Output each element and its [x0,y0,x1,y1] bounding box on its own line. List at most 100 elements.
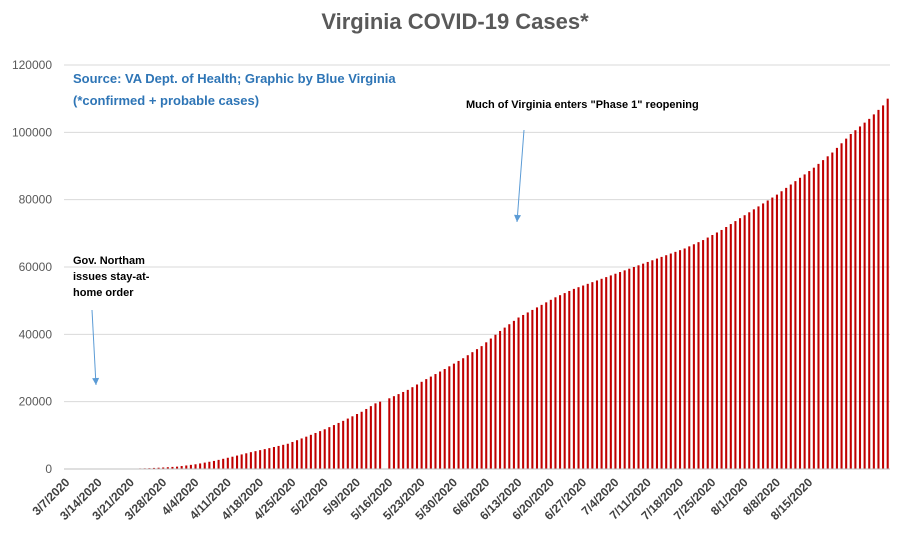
bar [850,134,852,469]
bar [287,444,289,469]
bar [577,287,579,469]
bar [624,270,626,469]
bar [370,406,372,469]
bar [730,224,732,469]
bar [208,462,210,469]
y-tick-label: 40000 [19,327,53,341]
bar [259,450,261,469]
bar [338,423,340,469]
annotation-text: Gov. Northam [73,255,145,267]
bar [227,458,229,469]
bar [388,398,390,469]
annotation-text: home order [73,287,134,299]
bar [305,437,307,469]
bar [199,463,201,469]
bar [453,364,455,469]
bar [845,139,847,469]
bar [194,464,196,469]
bar [744,215,746,469]
bar [278,446,280,469]
bar [628,269,630,469]
bar [582,286,584,469]
bar [314,433,316,469]
bar [679,250,681,469]
annotation-arrow [517,130,524,222]
bar [550,300,552,469]
bar [379,402,381,469]
bar [697,242,699,469]
bar [841,143,843,469]
bar [864,123,866,469]
x-axis: 3/7/20203/14/20203/21/20203/28/20204/4/2… [29,469,890,523]
bar [670,254,672,469]
y-tick-label: 120000 [12,58,52,72]
bar [467,355,469,469]
bar [250,452,252,469]
bar [218,460,220,469]
bar [333,425,335,469]
bar [771,198,773,469]
bar [531,310,533,469]
bar [753,209,755,469]
bar [342,421,344,469]
bars [74,99,888,469]
y-tick-label: 80000 [19,193,53,207]
bar [439,372,441,469]
bar [776,195,778,469]
bar [411,387,413,469]
bar [610,275,612,469]
bar [374,403,376,469]
bar [813,168,815,469]
bar [637,265,639,469]
bar [854,130,856,469]
bar [707,238,709,469]
bar [416,384,418,469]
annotation-text: issues stay-at- [73,271,150,283]
bar [541,305,543,469]
bar [799,178,801,469]
bar [693,244,695,469]
bar [781,191,783,469]
bar [642,264,644,469]
source-line-2: (*confirmed + probable cases) [73,93,259,108]
bar [213,461,215,469]
annotation-arrowhead [92,378,99,385]
bar [268,448,270,469]
bar [517,318,519,470]
bar [702,240,704,469]
bar [716,232,718,469]
bar [785,188,787,469]
bar [407,390,409,469]
bar [458,361,460,469]
bar [836,148,838,469]
bar [241,454,243,469]
bar [804,174,806,469]
bar [873,114,875,469]
bar [536,307,538,469]
bar [185,465,187,469]
bar [817,164,819,469]
bar [665,255,667,469]
annotation-arrowhead [514,215,521,222]
bar [633,267,635,469]
bar [651,260,653,469]
bar [859,126,861,469]
bar [882,105,884,469]
bar [254,451,256,469]
bar [868,119,870,469]
source-line-1: Source: VA Dept. of Health; Graphic by B… [73,71,396,86]
bar [273,447,275,469]
y-tick-label: 100000 [12,125,52,139]
bar [425,379,427,469]
bar [462,358,464,469]
bar [739,218,741,469]
y-tick-label: 20000 [19,395,53,409]
bar [324,429,326,469]
bar [619,272,621,469]
bar [757,206,759,469]
bar [319,431,321,469]
bar [448,366,450,469]
bar [476,349,478,469]
bar [877,110,879,469]
